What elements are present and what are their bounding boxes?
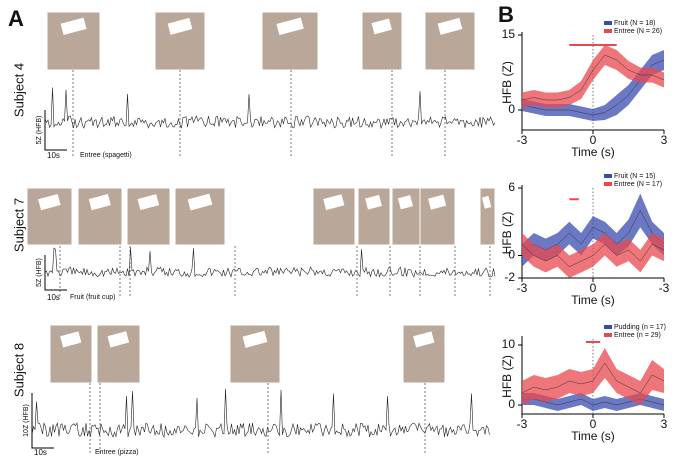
event-label: Entree (spagetti)	[80, 152, 132, 159]
photo-mask	[413, 331, 435, 348]
subject-label: Subject 8	[11, 343, 26, 397]
legend-swatch	[604, 182, 612, 186]
x-axis-label: Time (s)	[571, 293, 615, 307]
error-band	[522, 348, 664, 405]
event-label: Fruit (fruit cup)	[70, 294, 116, 301]
x-axis-label: Time (s)	[571, 429, 615, 443]
legend-label: Entree (N = 26)	[614, 28, 662, 35]
scale-bar	[44, 255, 67, 291]
photo-mask	[371, 18, 392, 35]
scale-label: 10s	[47, 151, 60, 160]
scale-bar	[31, 393, 54, 449]
y-tick-label: 0	[508, 102, 515, 116]
x-axis-label: Time (s)	[571, 145, 615, 159]
scale-label: 10s	[34, 448, 47, 457]
y-tick-label: 10	[502, 337, 516, 351]
event-label: Entree (pizza)	[95, 449, 139, 456]
legend-label: Fruit (N = 18)	[614, 20, 655, 27]
photo-mask	[167, 17, 193, 35]
x-tick-label: 3	[661, 417, 668, 431]
mean-line	[521, 54, 665, 101]
photo-mask	[365, 194, 382, 210]
panel-label: B	[498, 2, 514, 27]
scale-label: 10s	[47, 293, 60, 302]
scale-label: 10Z (HFB)	[23, 404, 30, 437]
photo-mask	[323, 194, 345, 211]
photo-mask	[276, 17, 304, 36]
legend-label: Entree (n = 29)	[614, 332, 661, 339]
trace	[31, 388, 490, 439]
error-band	[522, 45, 664, 108]
x-tick-label: 0	[590, 281, 597, 295]
legend-label: Pudding (n = 17)	[614, 324, 666, 331]
photo-mask	[481, 195, 492, 209]
photo-mask	[60, 17, 87, 36]
y-tick-label: 0	[508, 397, 515, 411]
x-tick-label: 3	[661, 133, 668, 147]
x-tick-label: 0	[590, 133, 597, 147]
legend-swatch	[604, 29, 612, 33]
panel-label: A	[8, 6, 24, 31]
mean-line	[521, 362, 665, 394]
x-tick-label: -3	[659, 281, 670, 295]
photo-mask	[38, 193, 61, 211]
y-tick-label: 6	[508, 180, 515, 194]
scale-label: 5Z (HFB)	[36, 116, 43, 145]
y-axis-label: HFB (Z)	[500, 61, 514, 104]
legend-swatch	[604, 325, 612, 329]
legend-swatch	[604, 21, 612, 25]
scale-bar	[44, 110, 67, 151]
photo-mask	[107, 331, 130, 348]
trace	[44, 247, 496, 278]
x-tick-label: -3	[517, 281, 528, 295]
legend-label: Entree (N = 17)	[614, 181, 662, 188]
photo	[77, 187, 123, 246]
error-band	[522, 50, 664, 121]
photo-mask	[437, 17, 463, 35]
trace	[44, 87, 496, 130]
x-tick-label: -3	[517, 133, 528, 147]
legend-swatch	[604, 333, 612, 337]
mean-line	[521, 243, 665, 268]
scale-label: 5Z (HFB)	[36, 258, 43, 287]
x-tick-label: -3	[517, 417, 528, 431]
y-axis-label: HFB (Z)	[500, 355, 514, 398]
y-axis-label: HFB (Z)	[500, 212, 514, 255]
legend-label: Fruit (N = 15)	[614, 173, 655, 180]
y-tick-label: -2	[504, 270, 515, 284]
photo-mask	[60, 331, 82, 348]
legend-swatch	[604, 174, 612, 178]
x-tick-label: 0	[590, 417, 597, 431]
photo-mask	[397, 195, 414, 210]
photo-mask	[242, 330, 268, 348]
photo-mask	[428, 194, 447, 210]
subject-label: Subject 4	[11, 63, 26, 117]
subject-label: Subject 7	[11, 198, 26, 252]
photo-mask	[88, 194, 111, 211]
y-tick-label: 15	[502, 27, 516, 41]
y-tick-label: 0	[508, 248, 515, 262]
photo-mask	[137, 194, 160, 211]
photo-mask	[187, 193, 213, 211]
